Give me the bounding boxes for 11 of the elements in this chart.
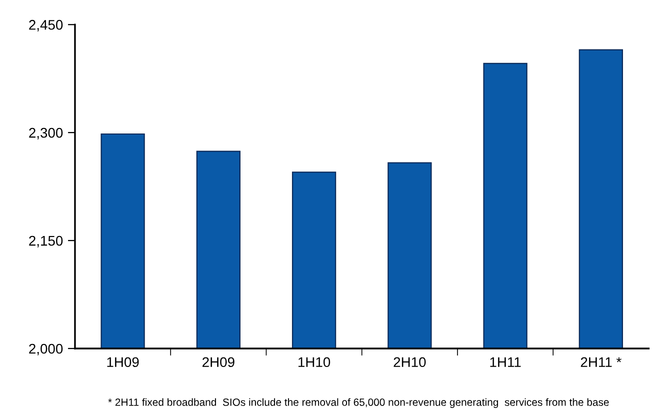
x-tick-label: 1H10 [298,357,330,368]
x-tick-label: 2H10 [394,357,426,368]
x-tick-label: 2H09 [202,357,234,368]
x-tick-label: 2H11 * [580,357,622,367]
text: * 2H11 fixed broadband SIOs include the removal of 65,000 non-revenue generating services from the base [108,398,609,408]
x-tick-label: 1H11 [490,357,521,367]
x-tick-label: 1H09 [107,357,139,368]
y-tick-label: 2,300 [29,128,63,140]
y-tick-label: 2,450 [29,20,63,32]
y-tick-label: 2,000 [29,344,63,356]
y-tick-label: 2,150 [29,236,63,248]
